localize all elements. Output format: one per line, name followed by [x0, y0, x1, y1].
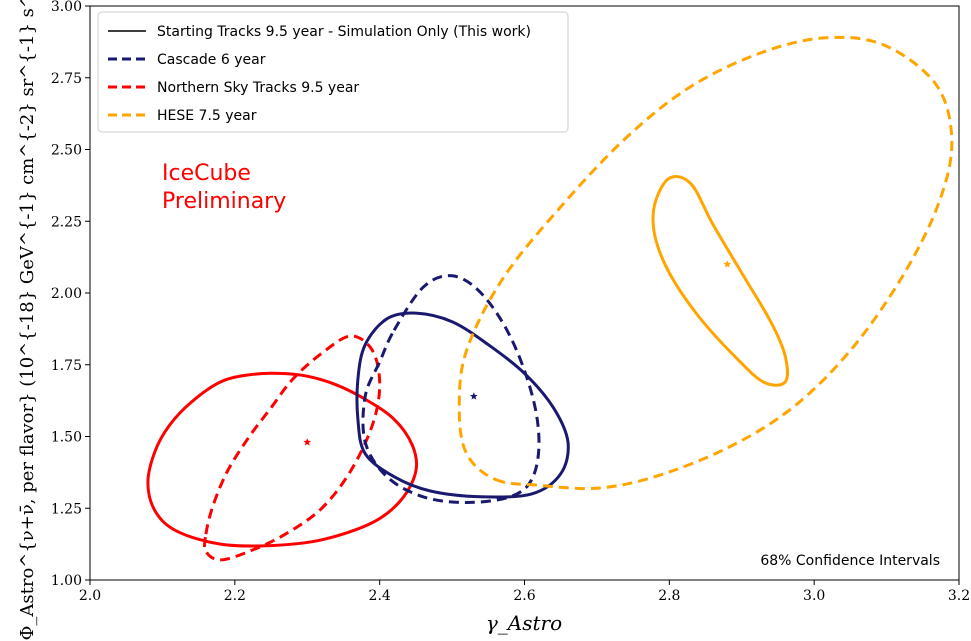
y-tick-label-1: 1.25	[51, 501, 82, 517]
annotation-confidence: 68% Confidence Intervals	[760, 553, 940, 569]
legend-label-2: Northern Sky Tracks 9.5 year	[157, 80, 359, 96]
x-tick-label-0: 2.0	[79, 588, 101, 604]
x-tick-label-4: 2.8	[658, 588, 680, 604]
legend-item-0: Starting Tracks 9.5 year - Simulation On…	[108, 24, 531, 40]
y-tick-label-2: 1.50	[51, 430, 82, 446]
x-tick-label-3: 2.6	[513, 588, 535, 604]
annotation-preliminary: Preliminary	[162, 189, 286, 214]
series-layer	[146, 35, 954, 562]
contour-series-4	[651, 175, 789, 387]
annotation-icecube: IceCube	[162, 161, 251, 186]
y-tick-label-8: 3.00	[51, 0, 82, 15]
contour-series-0	[146, 371, 419, 548]
best-fit-marker-4	[723, 260, 732, 268]
ticks-layer: 2.0 2.2 2.4 2.6 2.8 3.0 3.2 1.00 1.25 1.50 1.75 2.0…	[51, 0, 970, 604]
contour-series-5	[457, 35, 954, 491]
y-tick-label-3: 1.75	[51, 358, 82, 374]
y-tick-label-5: 2.25	[51, 214, 82, 230]
y-axis-label: Φ_Astro^{ν+ν̄, per flavor} (10^{-18} GeV…	[17, 0, 38, 640]
legend-item-2: Northern Sky Tracks 9.5 year	[108, 80, 359, 96]
legend-item-1: Cascade 6 year	[108, 52, 266, 68]
legend-box	[97, 11, 569, 133]
legend-label-3: HESE 7.5 year	[157, 108, 257, 124]
x-tick-label-1: 2.2	[224, 588, 246, 604]
y-tick-label-6: 2.50	[51, 143, 82, 159]
legend-item-3: HESE 7.5 year	[108, 108, 257, 124]
best-fit-marker-2	[470, 392, 478, 400]
legend-label-1: Cascade 6 year	[157, 52, 266, 68]
y-tick-label-7: 2.75	[51, 71, 82, 87]
x-axis-label: γ_Astro	[486, 611, 562, 635]
y-tick-label-0: 1.00	[51, 573, 82, 589]
y-tick-label-4: 2.00	[51, 286, 82, 302]
legend-label-0: Starting Tracks 9.5 year - Simulation On…	[157, 24, 531, 40]
contour-series-3	[361, 274, 541, 504]
x-tick-label-6: 3.2	[948, 588, 970, 604]
x-tick-label-5: 3.0	[803, 588, 825, 604]
legend: Starting Tracks 9.5 year - Simulation On…	[97, 11, 569, 133]
best-fit-marker-0	[303, 438, 312, 446]
contour-series-2	[355, 311, 570, 499]
x-tick-label-2: 2.4	[369, 588, 391, 604]
